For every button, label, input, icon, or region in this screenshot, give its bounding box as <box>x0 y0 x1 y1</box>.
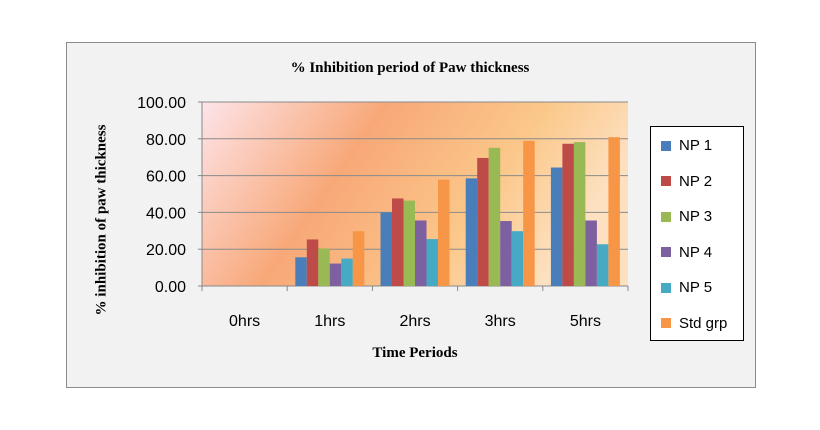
legend-label: NP 1 <box>679 137 713 154</box>
bar-std-grp-3hrs <box>523 140 535 286</box>
bar-np-4-1hrs <box>329 263 342 286</box>
legend: NP 1 NP 2 NP 3 NP 4 NP 5 Std grp <box>650 126 744 341</box>
legend-swatch <box>661 318 671 328</box>
legend-label: NP 3 <box>679 208 713 225</box>
bar-np-2-2hrs <box>392 198 404 286</box>
bar-np-1-2hrs <box>380 212 392 286</box>
x-axis-label: Time Periods <box>372 345 458 361</box>
bar-np-3-1hrs <box>318 248 330 286</box>
legend-swatch <box>661 211 671 222</box>
legend-item: Std grp <box>661 315 727 332</box>
bar-np-2-3hrs <box>477 157 489 286</box>
legend-swatch <box>661 140 671 151</box>
bar-np-5-5hrs <box>596 244 609 286</box>
x-tick-label: 0hrs <box>229 313 260 330</box>
x-tick-label: 5hrs <box>570 313 601 330</box>
legend-swatch <box>661 282 671 293</box>
bar-np-5-2hrs <box>426 239 438 286</box>
bar-np-2-5hrs <box>562 143 574 286</box>
x-tick-label: 1hrs <box>314 313 345 330</box>
chart-title: % Inhibition period of Paw thickness <box>290 60 530 76</box>
bar-std-grp-1hrs <box>352 231 365 286</box>
legend-label: NP 5 <box>679 279 713 296</box>
x-tick-label: 2hrs <box>399 313 430 330</box>
y-tick-label: 100.00 <box>137 95 186 112</box>
legend-item: NP 4 <box>661 244 712 261</box>
legend-swatch <box>661 176 671 186</box>
bar-np-1-1hrs <box>295 257 307 286</box>
bar-np-3-5hrs <box>573 142 586 286</box>
legend-swatch <box>661 247 671 257</box>
bar-np-4-3hrs <box>500 221 512 286</box>
legend-item: NP 5 <box>661 279 712 296</box>
bar-np-2-1hrs <box>306 239 319 286</box>
y-tick-label: 60.00 <box>146 169 186 186</box>
bar-np-5-3hrs <box>511 231 524 286</box>
bar-np-5-1hrs <box>341 258 353 286</box>
bar-np-3-2hrs <box>403 200 415 286</box>
y-tick-label: 80.00 <box>146 132 186 149</box>
bar-np-4-5hrs <box>585 220 597 286</box>
legend-item: NP 2 <box>661 173 712 190</box>
bar-std-grp-5hrs <box>608 137 620 286</box>
legend-label: NP 2 <box>679 172 713 190</box>
y-tick-label: 20.00 <box>146 242 186 259</box>
bar-std-grp-2hrs <box>438 179 450 286</box>
bar-np-3-3hrs <box>488 147 501 286</box>
bar-np-4-2hrs <box>415 220 427 286</box>
legend-item: NP 3 <box>661 208 712 225</box>
legend-label: Std grp <box>679 314 728 332</box>
legend-item: NP 1 <box>661 137 712 154</box>
x-tick-label: 3hrs <box>485 313 516 330</box>
bar-np-1-3hrs <box>465 178 478 286</box>
y-tick-label: 40.00 <box>146 205 186 222</box>
y-tick-label: 0.00 <box>155 279 186 296</box>
legend-label: NP 4 <box>679 243 713 261</box>
bar-np-1-5hrs <box>550 167 563 286</box>
